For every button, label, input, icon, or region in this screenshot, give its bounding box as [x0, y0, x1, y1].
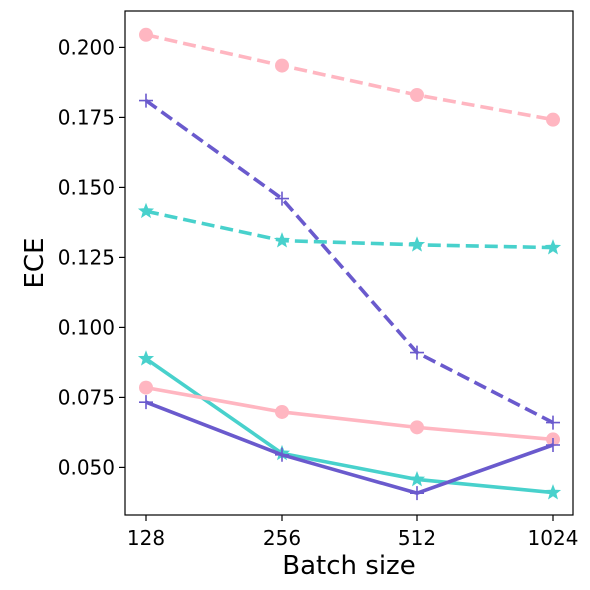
data-point	[137, 350, 155, 366]
data-point	[273, 232, 291, 248]
y-tick-label: 0.150	[58, 175, 115, 199]
series-line	[144, 99, 554, 425]
data-point	[139, 380, 153, 395]
y-tick-label: 0.200	[58, 35, 115, 59]
y-tick-label: 0.050	[58, 455, 115, 479]
data-point	[410, 420, 424, 435]
data-point	[546, 112, 560, 127]
plot-area-frame	[124, 10, 574, 516]
y-tick-label: 0.175	[58, 105, 115, 129]
data-point	[546, 415, 560, 430]
series-4	[139, 380, 560, 447]
data-point	[137, 202, 155, 219]
series-layer	[137, 27, 562, 501]
x-tick-label: 128	[127, 526, 165, 550]
data-point	[546, 438, 560, 452]
data-point	[408, 236, 426, 252]
x-axis-label: Batch size	[282, 551, 415, 581]
data-point	[275, 191, 289, 206]
series-line	[144, 357, 554, 495]
y-tick-label: 0.125	[58, 245, 115, 269]
data-point	[275, 58, 289, 73]
series-5	[139, 395, 560, 501]
x-axis: 128 256 512 1024	[127, 515, 579, 550]
data-point	[544, 239, 562, 255]
data-point	[275, 447, 289, 462]
series-line	[145, 33, 554, 122]
y-axis: 0.050 0.075 0.100 0.125 0.150 0.175 0.200	[58, 35, 125, 479]
x-tick-label: 256	[263, 526, 301, 550]
data-point	[544, 484, 562, 500]
y-axis-label: ECE	[20, 237, 50, 288]
data-point	[410, 88, 424, 102]
y-tick-label: 0.100	[58, 315, 115, 339]
data-point	[410, 345, 424, 360]
series-1	[139, 93, 560, 430]
data-point	[139, 27, 153, 42]
series-line	[145, 209, 554, 250]
x-tick-label: 1024	[528, 526, 579, 550]
data-point	[275, 404, 289, 419]
data-point	[139, 395, 153, 410]
series-line	[145, 400, 554, 495]
series-2	[137, 202, 562, 255]
data-point	[139, 93, 153, 108]
x-tick-label: 512	[398, 526, 436, 550]
data-point	[408, 470, 426, 487]
data-point	[410, 486, 424, 501]
series-0	[139, 27, 560, 127]
series-line	[145, 385, 554, 442]
y-tick-label: 0.075	[58, 385, 115, 409]
